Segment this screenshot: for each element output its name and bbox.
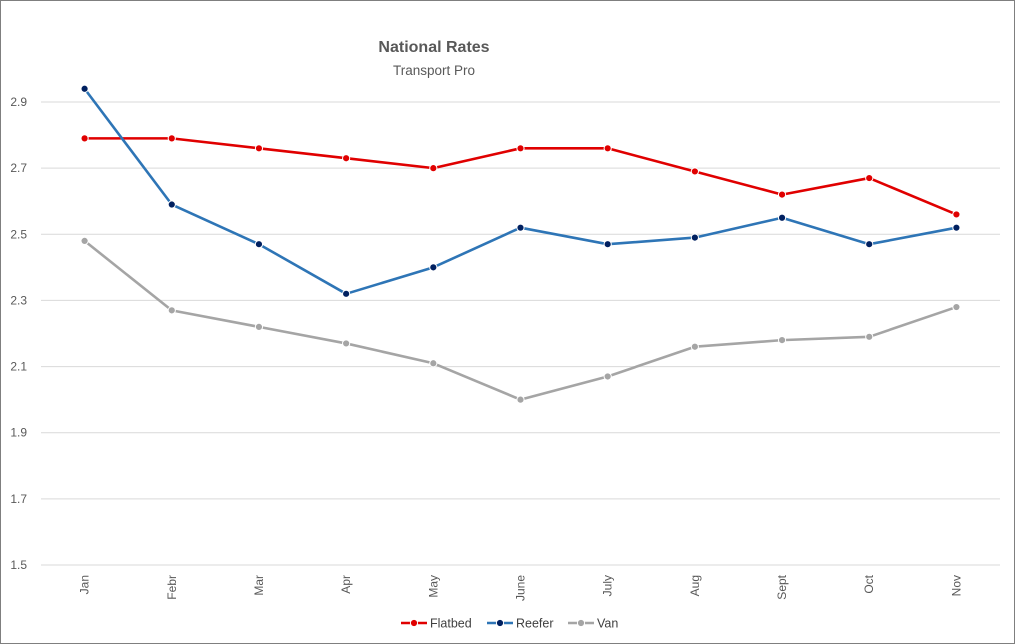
x-tick-label: Mar — [252, 575, 266, 596]
legend-swatch-marker — [409, 618, 419, 628]
x-tick-label: Aug — [688, 575, 702, 596]
data-point — [516, 395, 525, 404]
gridlines — [41, 101, 1000, 566]
y-tick-label: 1.5 — [10, 558, 27, 572]
data-point — [167, 306, 176, 315]
y-tick-label: 2.5 — [10, 227, 27, 241]
data-point — [603, 372, 612, 381]
data-point — [429, 263, 438, 272]
legend-item-flatbed: Flatbed — [401, 617, 472, 631]
data-point — [777, 213, 787, 222]
x-tick-label: Sept — [775, 574, 789, 599]
legend-swatch-marker — [576, 618, 586, 628]
series-reefer — [80, 84, 961, 298]
legend-item-reefer: Reefer — [487, 617, 554, 631]
data-point — [167, 134, 176, 143]
data-point — [690, 233, 699, 242]
y-tick-label: 2.7 — [10, 161, 27, 175]
chart-title: National Rates — [378, 39, 490, 56]
x-tick-label: May — [426, 575, 440, 598]
legend-label: Reefer — [516, 617, 554, 631]
y-tick-label: 1.7 — [10, 492, 27, 506]
data-point — [429, 164, 438, 173]
data-point — [603, 144, 612, 153]
legend: Flatbed Reefer Van — [401, 617, 618, 631]
data-point — [80, 236, 89, 245]
x-tick-label: June — [514, 575, 528, 601]
data-point — [777, 336, 787, 345]
legend-swatch-marker — [495, 618, 505, 628]
legend-label: Van — [597, 617, 618, 631]
data-point — [516, 223, 525, 232]
data-point — [690, 342, 699, 351]
data-point — [167, 200, 176, 209]
legend-item-van: Van — [568, 617, 618, 631]
data-point — [865, 173, 874, 183]
x-tick-label: Febr — [165, 575, 179, 600]
data-point — [690, 167, 699, 176]
data-point — [342, 339, 351, 348]
data-point — [952, 302, 961, 312]
data-point — [254, 240, 264, 249]
y-tick-label: 1.9 — [10, 426, 27, 440]
x-tick-label: July — [601, 575, 615, 596]
data-point — [603, 240, 612, 249]
y-tick-label: 2.3 — [10, 293, 27, 307]
series-van — [80, 236, 961, 404]
data-point — [80, 84, 89, 93]
series-line — [83, 239, 958, 401]
data-point — [254, 144, 264, 153]
data-point — [952, 210, 961, 219]
series-line — [83, 87, 958, 296]
data-point — [254, 322, 264, 331]
data-point — [952, 223, 961, 232]
y-axis: 1.5 1.7 1.9 2.1 2.3 2.5 2.7 2.9 — [10, 95, 27, 572]
y-tick-label: 2.1 — [10, 360, 27, 374]
legend-label: Flatbed — [430, 617, 472, 631]
data-point — [865, 332, 874, 341]
x-tick-label: Apr — [339, 575, 353, 594]
data-point — [777, 190, 787, 199]
series-group — [80, 84, 961, 404]
data-point — [342, 289, 351, 298]
data-point — [429, 359, 438, 368]
y-tick-label: 2.9 — [10, 95, 27, 109]
data-point — [342, 154, 351, 163]
data-point — [80, 134, 89, 143]
x-tick-label: Jan — [78, 575, 92, 594]
x-tick-label: Oct — [862, 574, 876, 593]
data-point — [516, 144, 525, 153]
x-tick-label: Nov — [949, 575, 963, 596]
x-axis: Jan Febr Mar Apr May June July Aug Sept Oct Nov — [78, 574, 964, 601]
series-flatbed — [80, 134, 961, 219]
data-point — [865, 240, 874, 249]
chart-subtitle: Transport Pro — [392, 63, 476, 78]
